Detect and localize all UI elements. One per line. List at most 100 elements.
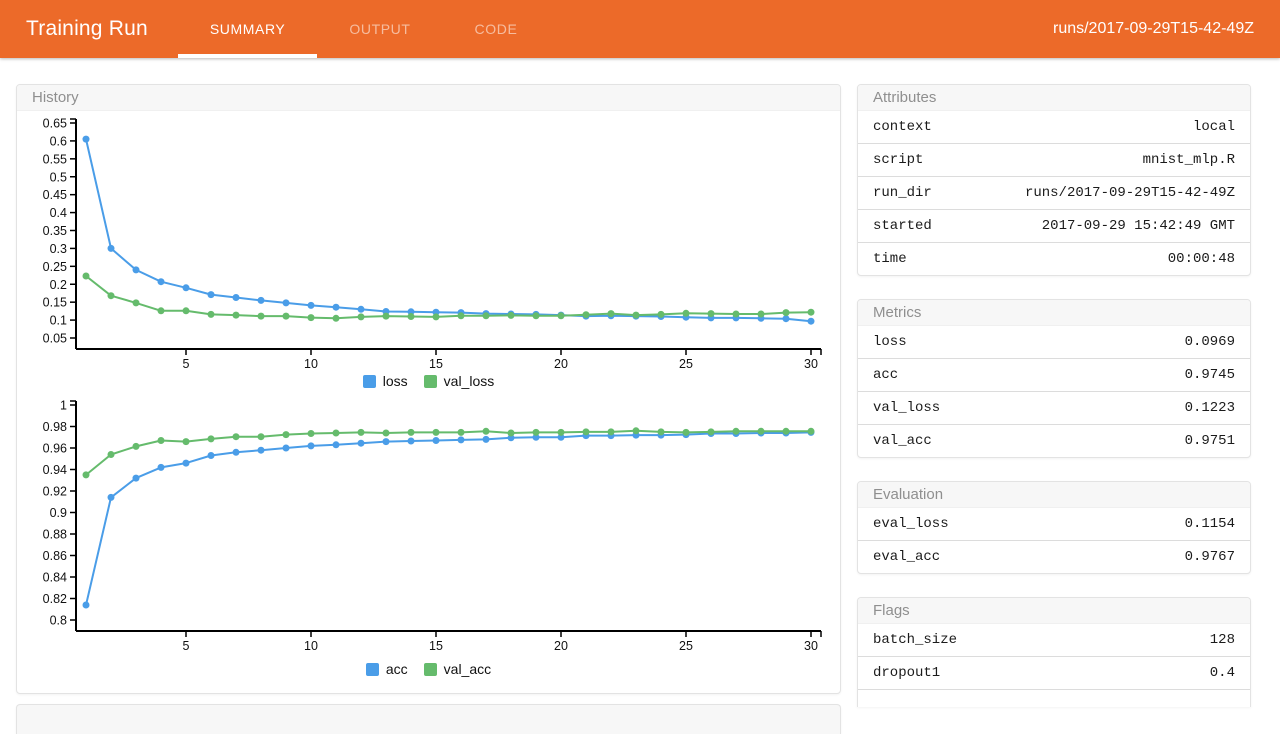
svg-text:0.94: 0.94: [43, 463, 67, 477]
svg-text:0.2: 0.2: [50, 278, 67, 292]
app-header: Training Run SUMMARY OUTPUT CODE runs/2017…: [0, 0, 1280, 58]
svg-text:0.65: 0.65: [43, 117, 67, 131]
svg-text:0.1: 0.1: [50, 314, 67, 328]
svg-text:0.84: 0.84: [43, 571, 67, 585]
value-text: 0.4: [1209, 665, 1235, 681]
svg-text:0.4: 0.4: [50, 206, 67, 220]
svg-text:0.25: 0.25: [43, 260, 67, 274]
value-text: 2017-09-29 15:42:49 GMT: [1041, 218, 1235, 234]
metrics-panel: Metrics loss 0.0969 acc 0.9745 val_loss 0.1223…: [857, 299, 1251, 458]
key-label: eval_acc: [873, 549, 941, 565]
metrics-row-loss: loss 0.0969: [858, 326, 1250, 358]
svg-text:15: 15: [429, 639, 443, 651]
svg-text:0.9: 0.9: [50, 506, 67, 520]
metrics-panel-title: Metrics: [858, 300, 1250, 326]
attributes-row-script: script mnist_mlp.R: [858, 143, 1250, 176]
partial-next-panel: [16, 704, 841, 734]
value-text: 128: [1209, 632, 1235, 648]
key-label: batch_size: [873, 632, 958, 648]
svg-text:0.35: 0.35: [43, 224, 67, 238]
svg-text:0.6: 0.6: [50, 134, 67, 148]
flags-panel-title: Flags: [858, 598, 1250, 624]
attributes-row-run_dir: run_dir runs/2017-09-29T15-42-49Z: [858, 176, 1250, 209]
value-text: 0.1223: [1184, 400, 1235, 416]
svg-text:0.8: 0.8: [50, 614, 67, 628]
acc-chart-legend: acc val_acc: [17, 657, 840, 681]
svg-text:0.5: 0.5: [50, 170, 67, 184]
evaluation-row-eval_loss: eval_loss 0.1154: [858, 508, 1250, 540]
legend-swatch-icon: [362, 374, 376, 388]
value-text: 0.1154: [1184, 516, 1235, 532]
svg-text:25: 25: [679, 357, 693, 369]
key-label: run_dir: [873, 185, 932, 201]
run-directory-label: runs/2017-09-29T15-42-49Z: [1052, 20, 1254, 37]
svg-text:0.3: 0.3: [50, 242, 67, 256]
legend-label: val_acc: [443, 661, 492, 677]
value-text: 0.9745: [1184, 367, 1235, 383]
legend-item-val_acc: val_acc: [423, 661, 492, 677]
evaluation-panel-title: Evaluation: [858, 482, 1250, 508]
svg-text:30: 30: [804, 357, 818, 369]
flags-panel: Flags batch_size 128 dropout1 0.4: [857, 597, 1251, 707]
svg-text:15: 15: [429, 357, 443, 369]
svg-text:0.15: 0.15: [43, 296, 67, 310]
svg-text:25: 25: [679, 639, 693, 651]
key-label: loss: [873, 334, 907, 350]
tab-code[interactable]: CODE: [474, 21, 518, 37]
attributes-row-started: started 2017-09-29 15:42:49 GMT: [858, 209, 1250, 242]
value-text: local: [1192, 119, 1235, 135]
loss-chart-legend: loss val_loss: [17, 369, 840, 393]
key-label: dropout1: [873, 665, 941, 681]
legend-swatch-icon: [423, 662, 437, 676]
tab-summary[interactable]: SUMMARY: [177, 0, 318, 58]
svg-text:20: 20: [554, 357, 568, 369]
svg-text:5: 5: [183, 357, 190, 369]
value-text: 00:00:48: [1167, 251, 1235, 267]
value-text: 0.9751: [1184, 433, 1235, 449]
history-panel-title: History: [17, 85, 840, 111]
legend-swatch-icon: [423, 374, 437, 388]
legend-item-loss: loss: [362, 373, 408, 389]
attributes-panel-title: Attributes: [858, 85, 1250, 111]
tab-output[interactable]: OUTPUT: [349, 21, 411, 37]
evaluation-row-eval_acc: eval_acc 0.9767: [858, 540, 1250, 573]
main-content: History 0.65 0.6 0.55 0.5 0.45 0.4 0.35 0.3 0.25…: [0, 58, 1280, 734]
svg-text:0.86: 0.86: [43, 549, 67, 563]
key-label: time: [873, 251, 907, 267]
tab-bar: SUMMARY OUTPUT CODE: [177, 0, 550, 58]
legend-item-acc: acc: [365, 661, 408, 677]
side-panel-column: Attributes context local script mnist_mlp.R r…: [857, 84, 1251, 734]
key-label: context: [873, 119, 932, 135]
key-label: val_acc: [873, 433, 932, 449]
history-panel: History 0.65 0.6 0.55 0.5 0.45 0.4 0.35 0.3 0.25…: [16, 84, 841, 694]
value-text: mnist_mlp.R: [1142, 152, 1235, 168]
svg-text:0.82: 0.82: [43, 592, 67, 606]
svg-text:10: 10: [304, 639, 318, 651]
metrics-row-acc: acc 0.9745: [858, 358, 1250, 391]
svg-text:10: 10: [304, 357, 318, 369]
acc-chart-block: 1 0.98 0.96 0.94 0.92 0.9 0.88 0.86 0.84 0.82 0.8 5…: [17, 393, 840, 681]
svg-text:1: 1: [60, 399, 67, 413]
evaluation-panel: Evaluation eval_loss 0.1154 eval_acc 0.9767: [857, 481, 1251, 574]
svg-text:5: 5: [183, 639, 190, 651]
svg-text:0.92: 0.92: [43, 485, 67, 499]
flags-row-dropout1: dropout1 0.4: [858, 656, 1250, 689]
loss-chart-block: 0.65 0.6 0.55 0.5 0.45 0.4 0.35 0.3 0.25 0.2 0.15 0…: [17, 111, 840, 393]
attributes-row-context: context local: [858, 111, 1250, 143]
acc-history-chart: 1 0.98 0.96 0.94 0.92 0.9 0.88 0.86 0.84 0.82 0.8 5…: [43, 399, 822, 651]
svg-text:20: 20: [554, 639, 568, 651]
svg-text:0.98: 0.98: [43, 420, 67, 434]
metrics-row-val_acc: val_acc 0.9751: [858, 424, 1250, 457]
svg-text:0.96: 0.96: [43, 442, 67, 456]
clipped-row-divider: [858, 689, 1250, 707]
attributes-row-time: time 00:00:48: [858, 242, 1250, 275]
key-label: val_loss: [873, 400, 941, 416]
legend-item-val_loss: val_loss: [423, 373, 494, 389]
value-text: 0.9767: [1184, 549, 1235, 565]
metrics-row-val_loss: val_loss 0.1223: [858, 391, 1250, 424]
history-charts: 0.65 0.6 0.55 0.5 0.45 0.4 0.35 0.3 0.25 0.2 0.15 0…: [17, 111, 840, 691]
legend-label: acc: [385, 661, 408, 677]
value-text: 0.0969: [1184, 334, 1235, 350]
legend-swatch-icon: [365, 662, 379, 676]
loss-history-chart: 0.650.60.550.50.450.40.350.30.250.20.150…: [43, 117, 822, 369]
